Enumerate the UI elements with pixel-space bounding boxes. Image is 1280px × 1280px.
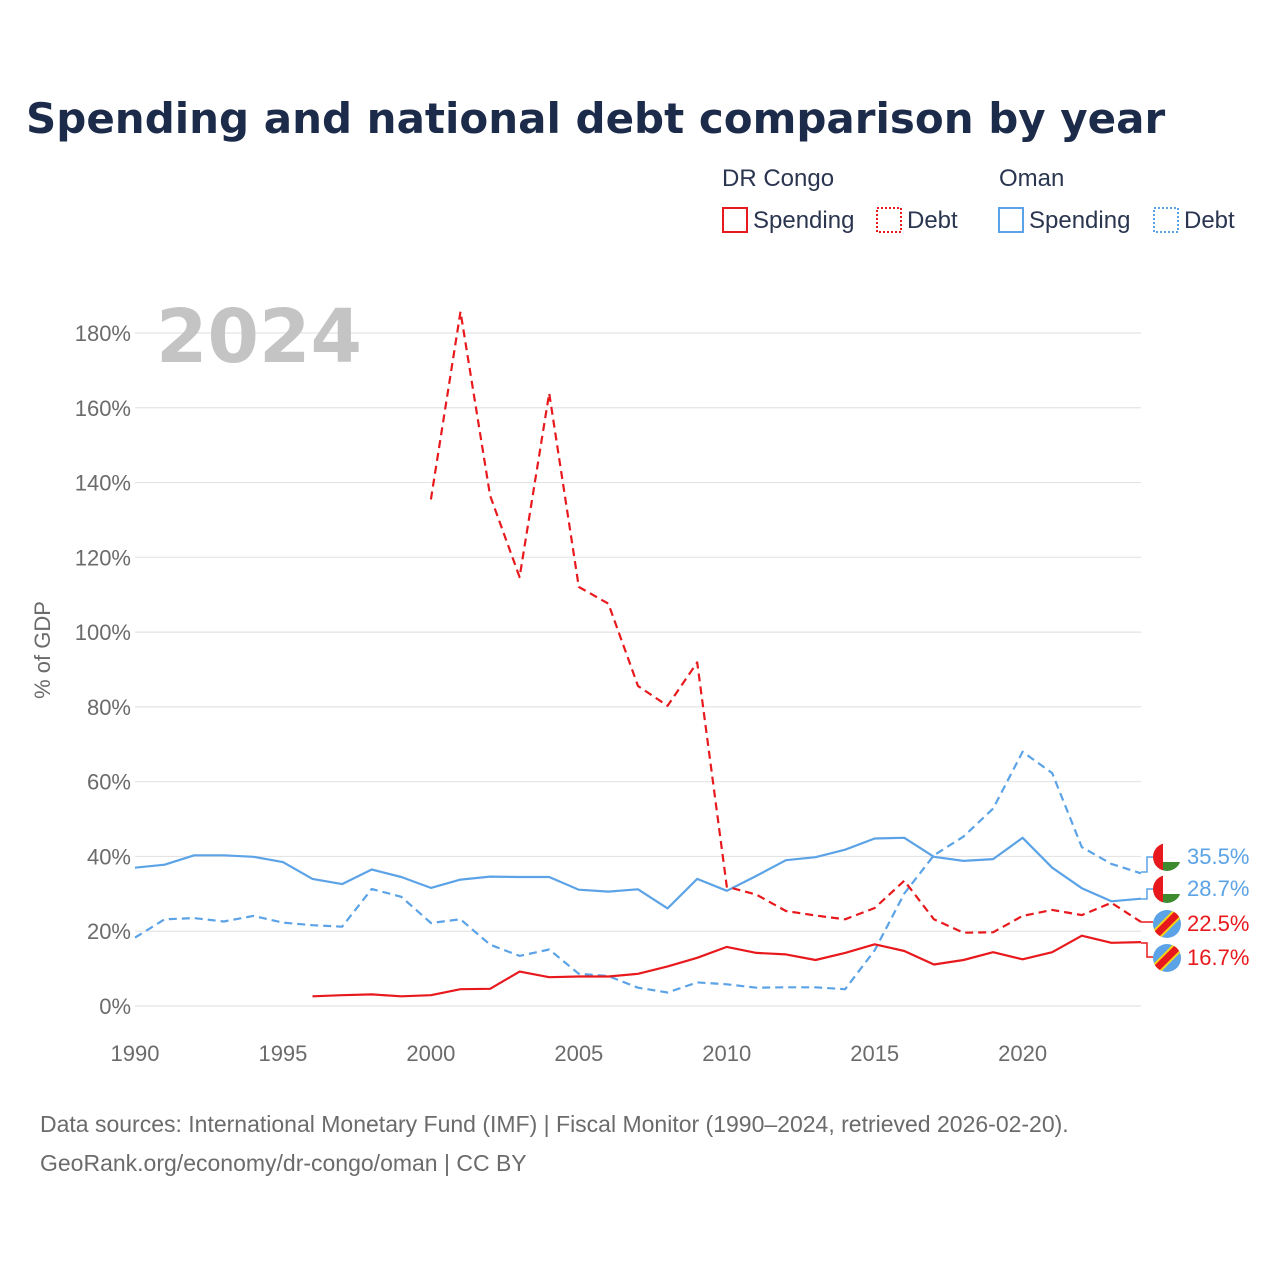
oman-flag-icon: [1153, 875, 1181, 903]
legend-group-dr-congo: DR Congo: [722, 165, 834, 192]
legend-swatch-oman-spending: [998, 207, 1024, 233]
y-axis-label: % of GDP: [30, 601, 55, 699]
end-label-dr-congo-debt: 22.5%: [1187, 911, 1249, 936]
series-lines: [134, 310, 1142, 998]
end-label-oman-debt: 35.5%: [1187, 844, 1249, 869]
x-tick-label: 1990: [111, 1041, 160, 1066]
legend-label-oman-spending: Spending: [1029, 207, 1130, 234]
end-label-oman-spending: 28.7%: [1187, 876, 1249, 901]
source-line-1: Data sources: International Monetary Fun…: [40, 1111, 1069, 1137]
end-label-dr-congo-spending: 16.7%: [1187, 945, 1249, 970]
legend-label-oman-debt: Debt: [1184, 207, 1235, 234]
y-tick-label: 40%: [87, 844, 131, 869]
series-line-oman-spending: [134, 836, 1142, 910]
end-label-connectors: [1141, 856, 1153, 958]
oman-flag-icon: [1153, 843, 1181, 871]
x-tick-label: 2000: [406, 1041, 455, 1066]
y-tick-label: 20%: [87, 919, 131, 944]
legend-label-dr-congo-debt: Debt: [907, 207, 958, 234]
series-line-dr-congo-spending: [312, 934, 1142, 998]
dr-congo-flag-icon: [1153, 910, 1181, 938]
source-line-2: GeoRank.org/economy/dr-congo/oman | CC B…: [40, 1150, 527, 1176]
x-tick-label: 2020: [998, 1041, 1047, 1066]
legend-swatch-oman-debt: [1153, 207, 1179, 233]
gridlines: [135, 332, 1141, 1007]
x-tick-label: 2005: [554, 1041, 603, 1066]
year-stamp: 2024: [156, 294, 362, 380]
y-tick-label: 100%: [75, 620, 131, 645]
x-axis-ticks: 1990 1995 2000 2005 2010 2015 2020: [111, 1041, 1048, 1066]
x-tick-label: 1995: [258, 1041, 307, 1066]
y-tick-label: 120%: [75, 545, 131, 570]
legend-swatch-dr-congo-debt: [876, 207, 902, 233]
y-tick-label: 80%: [87, 695, 131, 720]
y-tick-label: 0%: [99, 994, 131, 1019]
legend-group-oman: Oman: [999, 165, 1064, 192]
y-tick-label: 160%: [75, 396, 131, 421]
y-tick-label: 180%: [75, 321, 131, 346]
series-line-oman-debt: [134, 750, 1142, 994]
x-tick-label: 2015: [850, 1041, 899, 1066]
legend-label-dr-congo-spending: Spending: [753, 207, 854, 234]
chart-title: Spending and national debt comparison by…: [26, 94, 1165, 143]
legend: DR Congo Oman Spending Debt Spending Deb…: [722, 165, 1235, 234]
y-axis-ticks: 0% 20% 40% 60% 80% 100% 120% 140% 160% 180%: [75, 321, 131, 1019]
y-tick-label: 60%: [87, 770, 131, 795]
legend-swatch-dr-congo-spending: [722, 207, 748, 233]
dr-congo-flag-icon: [1153, 944, 1181, 972]
y-tick-label: 140%: [75, 471, 131, 496]
series-line-dr-congo-debt: [429, 310, 1142, 934]
x-tick-label: 2010: [702, 1041, 751, 1066]
